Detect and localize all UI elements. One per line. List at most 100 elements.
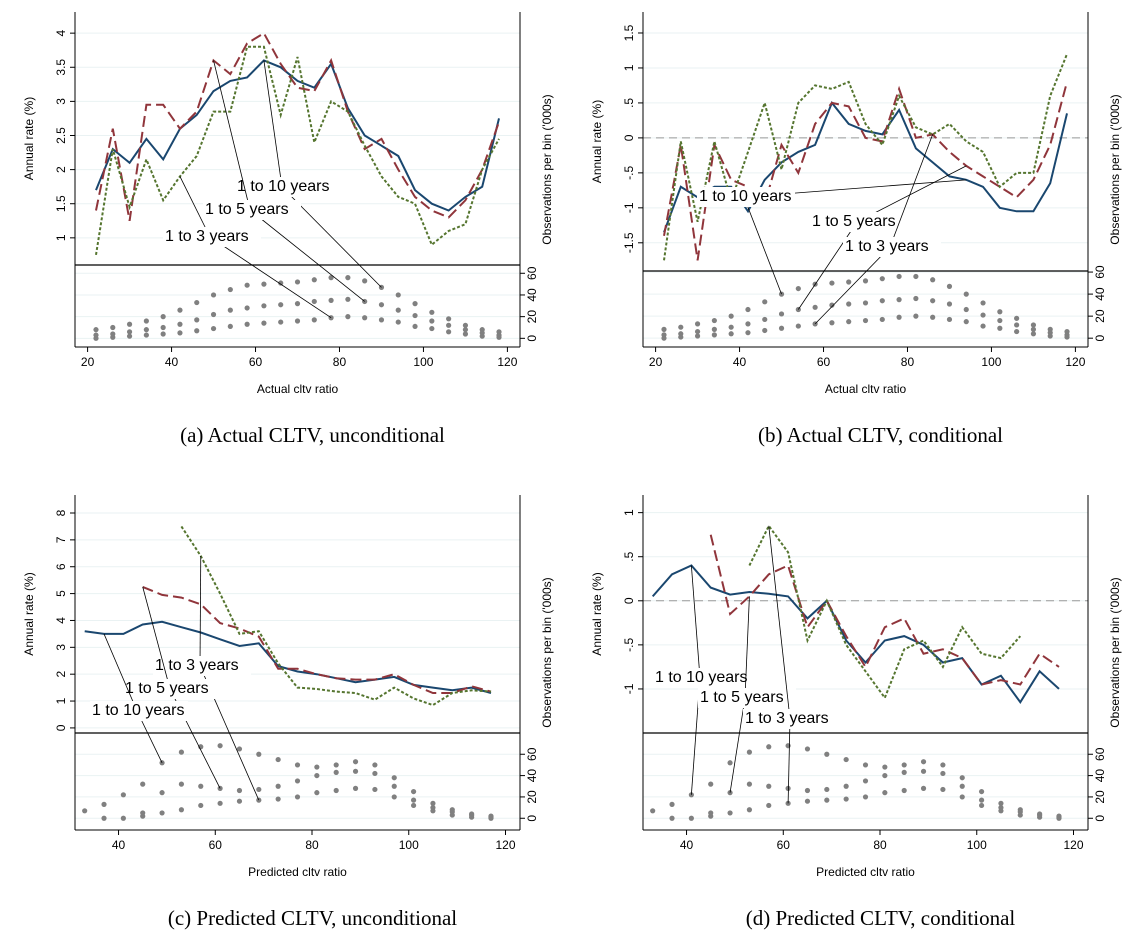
- observation-dot: [694, 321, 701, 327]
- observation-dot: [194, 317, 200, 323]
- observation-dot: [430, 808, 436, 814]
- observation-dot: [766, 744, 772, 750]
- observation-dot: [766, 802, 772, 809]
- observation-dot: [940, 770, 946, 777]
- observation-dot: [143, 318, 149, 324]
- observation-dot: [896, 314, 902, 320]
- observation-dot: [275, 783, 281, 789]
- series-label: 1 to 10 years: [237, 178, 330, 195]
- x-tick-label: 120: [1065, 355, 1085, 369]
- observation-dot: [256, 751, 262, 757]
- x-tick-label: 80: [333, 355, 347, 369]
- observation-dot: [963, 319, 969, 325]
- y2-tick-label: 0: [525, 335, 539, 342]
- y2-tick-label: 40: [1093, 769, 1107, 783]
- observation-dot: [804, 746, 811, 752]
- observation-dot: [963, 291, 969, 297]
- y-tick-label: .5: [622, 98, 636, 108]
- series-line: [142, 585, 492, 694]
- series-label: 1 to 10 years: [655, 669, 748, 686]
- leader-line: [179, 176, 211, 238]
- observation-dot: [236, 746, 243, 752]
- observation-dot: [198, 802, 204, 809]
- leader-line: [103, 633, 138, 712]
- observation-dot: [980, 323, 986, 329]
- leader-line: [142, 586, 171, 690]
- observation-dot: [143, 327, 149, 333]
- observation-dot: [412, 312, 418, 319]
- observation-dot: [882, 772, 888, 779]
- observation-dot: [1017, 812, 1023, 818]
- y-tick-label: 0: [622, 597, 636, 604]
- observation-dot: [901, 769, 907, 775]
- x-tick-label: 40: [165, 355, 179, 369]
- observation-dot: [812, 304, 818, 310]
- observation-dot: [328, 275, 334, 281]
- observation-dot: [997, 317, 1003, 324]
- observation-dot: [110, 324, 116, 331]
- series-line: [180, 525, 492, 707]
- observation-dot: [101, 815, 107, 821]
- observation-dot: [160, 314, 166, 320]
- observation-dot: [940, 786, 946, 793]
- y2-tick-label: 20: [1093, 790, 1107, 804]
- observation-dot: [1014, 322, 1020, 328]
- observation-dot: [862, 794, 869, 800]
- series-label: 1 to 5 years: [700, 689, 784, 706]
- observation-dot: [410, 802, 417, 809]
- observation-dot: [391, 794, 397, 800]
- observation-dot: [804, 798, 811, 804]
- x-tick-label: 40: [680, 838, 694, 852]
- series-label: 1 to 3 years: [155, 657, 239, 674]
- observation-dot: [762, 299, 768, 305]
- series-label: 1 to 3 years: [165, 228, 249, 245]
- y-tick-label: 0: [622, 134, 636, 141]
- y-tick-label: 7: [54, 536, 68, 543]
- series-label: 1 to 3 years: [845, 238, 929, 255]
- observation-dot: [446, 322, 452, 328]
- y2-axis-title: Observations per bin ('000s): [540, 577, 554, 727]
- observation-dot: [261, 281, 267, 287]
- leader-line: [690, 565, 701, 679]
- observation-dot: [711, 317, 717, 324]
- observation-dot: [843, 783, 849, 789]
- observation-dot: [980, 312, 986, 318]
- observation-dot: [930, 314, 936, 320]
- x-tick-label: 80: [901, 355, 915, 369]
- x-tick-label: 120: [495, 838, 515, 852]
- leader-line: [249, 209, 365, 302]
- observation-dot: [862, 762, 869, 768]
- observation-dot: [126, 329, 133, 335]
- observation-dot: [194, 299, 200, 306]
- series-label: 1 to 10 years: [699, 188, 792, 205]
- observation-dot: [429, 309, 435, 315]
- y-tick-label: 1: [54, 697, 68, 704]
- observation-dot: [946, 283, 953, 289]
- observation-dot: [352, 785, 359, 791]
- observation-dot: [177, 321, 183, 327]
- observation-dot: [256, 786, 262, 793]
- observation-dot: [762, 316, 768, 323]
- observation-dot: [294, 301, 301, 307]
- observation-dot: [829, 280, 835, 286]
- series-label: 1 to 5 years: [125, 680, 209, 697]
- panel: -1.5 -1 -.5 0 .5 1 1.5 0 20 40 60 20 40 60 80 100 120 1 t…: [590, 12, 1122, 447]
- observation-dot: [120, 792, 126, 798]
- observation-dot: [462, 322, 469, 328]
- observation-dot: [846, 301, 852, 307]
- label-bg: [90, 701, 188, 721]
- observation-dot: [1056, 815, 1062, 821]
- observation-dot: [711, 326, 717, 332]
- y-tick-label: 1: [622, 64, 636, 71]
- y-tick-label: 4: [54, 617, 68, 624]
- observation-dot: [449, 812, 455, 818]
- y2-tick-label: 60: [525, 266, 539, 280]
- observation-dot: [963, 306, 969, 313]
- label-bg: [698, 688, 796, 708]
- observation-dot: [311, 277, 317, 283]
- observation-dot: [978, 797, 985, 803]
- y2-axis-title: Observations per bin ('000s): [1108, 577, 1122, 727]
- y-tick-label: -1: [622, 683, 636, 694]
- caption: (a) Actual CLTV, unconditional: [180, 423, 445, 447]
